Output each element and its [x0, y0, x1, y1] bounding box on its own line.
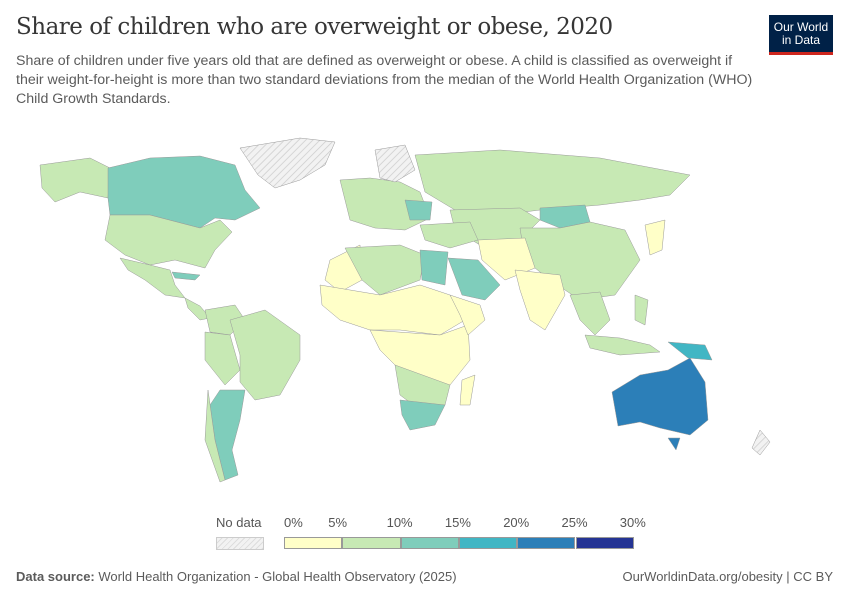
chart-title: Share of children who are overweight or … [16, 14, 613, 40]
country-egypt[interactable] [419, 249, 449, 286]
country-png[interactable] [667, 341, 713, 361]
country-se-asia[interactable] [569, 291, 611, 336]
legend-tick: 30% [619, 515, 646, 530]
owid-logo[interactable]: Our World in Data [769, 15, 833, 55]
chart-subtitle: Share of children under five years old t… [16, 53, 753, 107]
legend-bin[interactable] [342, 537, 401, 549]
country-algeria-libya[interactable] [344, 244, 426, 296]
country-philippines[interactable] [634, 294, 649, 326]
country-india[interactable] [514, 269, 566, 331]
country-saudi-arabia[interactable] [447, 257, 501, 301]
country-chile[interactable] [204, 389, 226, 483]
country-alaska[interactable] [39, 157, 111, 203]
legend-bin[interactable] [575, 537, 634, 549]
country-tasmania[interactable] [667, 437, 681, 451]
country-japan-korea[interactable] [644, 219, 666, 256]
country-brazil[interactable] [229, 309, 301, 401]
source-label: Data source: [16, 569, 95, 584]
legend-bin[interactable] [458, 537, 518, 549]
legend-bin[interactable] [400, 537, 459, 549]
country-usa[interactable] [104, 214, 233, 269]
source-text: World Health Organization - Global Healt… [98, 569, 457, 584]
country-uk-europe[interactable] [339, 177, 431, 231]
country-australia[interactable] [611, 357, 709, 436]
legend-tick: 20% [503, 515, 530, 530]
country-madagascar[interactable] [459, 374, 476, 406]
country-peru-bolivia[interactable] [204, 331, 241, 386]
legend-bin[interactable] [284, 537, 343, 549]
logo-text-1: Our World [773, 19, 829, 34]
legend-tick: 15% [444, 515, 471, 530]
data-source: Data source: World Health Organization -… [16, 569, 457, 584]
legend-tick: 0% [284, 515, 303, 530]
country-south-africa[interactable] [399, 399, 446, 431]
legend-tick: 5% [328, 515, 348, 530]
source-url[interactable]: OurWorldinData.org/obesity | CC BY [622, 569, 834, 584]
country-central-america[interactable] [184, 297, 211, 321]
country-greenland[interactable] [239, 137, 336, 189]
country-turkey-mideast[interactable] [419, 221, 479, 249]
country-china[interactable] [519, 221, 641, 301]
legend-tick: 10% [386, 515, 413, 530]
legend-bin[interactable] [517, 537, 576, 549]
legend-no-data-label: No data [216, 515, 262, 530]
country-indonesia[interactable] [584, 334, 661, 356]
country-east-africa[interactable] [449, 294, 486, 336]
world-map[interactable] [0, 120, 850, 510]
legend-no-data-swatch[interactable] [216, 537, 264, 550]
country-sahel-west[interactable] [319, 284, 466, 336]
logo-text-2: in Data [781, 32, 821, 47]
country-scandinavia[interactable] [374, 144, 416, 183]
country-cuba[interactable] [171, 271, 201, 281]
legend: No data 0% 5% 10% 15% 20% 25% 30% [0, 515, 850, 555]
legend-tick: 25% [561, 515, 588, 530]
country-russia[interactable] [414, 149, 691, 216]
country-new-zealand[interactable] [751, 429, 771, 456]
country-balkans[interactable] [404, 199, 433, 221]
